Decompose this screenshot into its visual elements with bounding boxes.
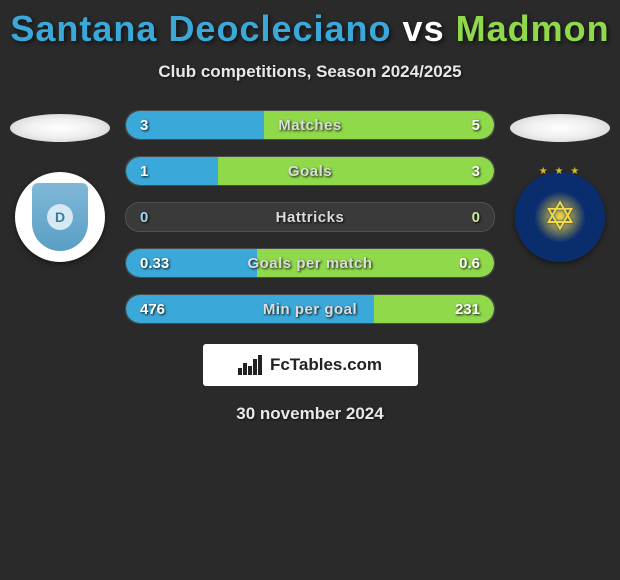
brand-text: FcTables.com <box>270 355 382 375</box>
star-of-david-icon: ✡ <box>543 197 577 237</box>
player1-avatar-placeholder <box>10 114 110 142</box>
player1-name: Santana Deocleciano <box>10 8 391 49</box>
comparison-card: Santana Deocleciano vs Madmon Club compe… <box>0 0 620 424</box>
player2-club-badge: ★ ★ ★ ✡ <box>515 172 605 262</box>
shield-icon: D <box>32 183 88 251</box>
bar-chart-icon <box>238 355 262 375</box>
stat-row: 00Hattricks <box>125 202 495 232</box>
stat-row: 13Goals <box>125 156 495 186</box>
main-row: D 35Matches 13Goals 00Hattricks 0.330.6Goal… <box>0 110 620 340</box>
player2-name: Madmon <box>456 8 610 49</box>
left-column: D <box>5 110 115 262</box>
page-title: Santana Deocleciano vs Madmon <box>0 8 620 50</box>
brand-box: FcTables.com <box>203 344 418 386</box>
stat-label: Goals <box>126 157 494 185</box>
stat-bars: 35Matches 13Goals 00Hattricks 0.330.6Goals … <box>125 110 495 340</box>
club-letter: D <box>47 204 73 230</box>
club-stars-icon: ★ ★ ★ <box>539 166 581 177</box>
stat-row: 476231Min per goal <box>125 294 495 324</box>
subtitle: Club competitions, Season 2024/2025 <box>0 62 620 82</box>
stat-row: 0.330.6Goals per match <box>125 248 495 278</box>
player2-avatar-placeholder <box>510 114 610 142</box>
date-line: 30 november 2024 <box>0 404 620 424</box>
vs-text: vs <box>403 8 445 49</box>
stat-label: Goals per match <box>126 249 494 277</box>
stat-label: Min per goal <box>126 295 494 323</box>
right-column: ★ ★ ★ ✡ <box>505 110 615 262</box>
stat-row: 35Matches <box>125 110 495 140</box>
player1-club-badge: D <box>15 172 105 262</box>
stat-label: Hattricks <box>126 203 494 231</box>
stat-label: Matches <box>126 111 494 139</box>
